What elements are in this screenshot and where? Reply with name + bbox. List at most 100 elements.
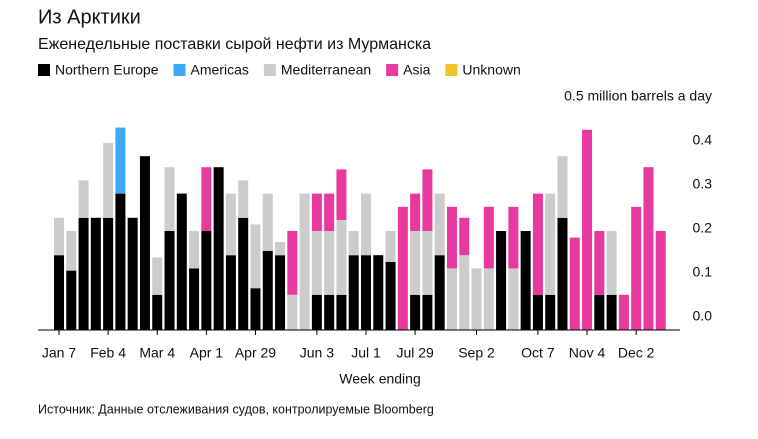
bar-segment	[459, 255, 470, 330]
bar-segment	[361, 193, 371, 256]
bar-segment	[336, 294, 347, 330]
legend-swatch	[445, 64, 458, 76]
legend-label: Unknown	[462, 62, 520, 78]
bar-segment	[373, 255, 384, 330]
bar-segment	[422, 294, 433, 330]
bar-segment	[324, 294, 335, 330]
bar-segment	[336, 220, 347, 295]
chart-subtitle: Еженедельные поставки сырой нефти из Мур…	[38, 36, 431, 53]
bar-segment	[201, 167, 212, 231]
bar-segment	[250, 224, 261, 289]
bar-segment	[532, 294, 543, 330]
bar-segment	[189, 268, 200, 330]
bar-segment	[655, 231, 666, 330]
bar-segment	[189, 231, 200, 269]
source: Источник: Данные отслеживания судов, кон…	[38, 402, 434, 416]
legend-label: Northern Europe	[55, 62, 159, 78]
x-tick-label: Apr 1	[190, 345, 224, 361]
y-tick-label: 0.1	[693, 264, 713, 280]
x-tick-label: Oct 7	[521, 345, 555, 361]
bar-segment	[618, 294, 629, 330]
bar-segment	[127, 217, 138, 330]
bar-segment	[557, 217, 568, 330]
bar-segment	[594, 231, 605, 295]
bar-segment	[311, 193, 322, 231]
legend-swatch	[173, 64, 186, 76]
bar-segment	[434, 193, 445, 256]
bar-segment	[483, 268, 494, 330]
x-axis-label: Week ending	[339, 371, 420, 387]
bar-segment	[508, 206, 519, 269]
bar-segment	[164, 231, 175, 330]
legend-swatch	[386, 64, 399, 76]
bar-segment	[569, 237, 580, 330]
y-tick-label: 0.4	[693, 132, 713, 148]
x-tick-label: Mar 4	[139, 345, 175, 361]
bar-segment	[348, 255, 359, 330]
bar-segment	[78, 217, 89, 330]
bar-segment	[54, 255, 64, 330]
bar-segment	[176, 193, 187, 330]
bar-segment	[201, 231, 212, 330]
bar-segment	[324, 231, 335, 295]
x-tick-label: Apr 29	[235, 345, 276, 361]
bar-segment	[152, 294, 163, 330]
bar-segment	[225, 193, 236, 256]
bar-segment	[299, 193, 310, 330]
bar-segment	[422, 231, 433, 295]
x-tick-label: Jul 29	[396, 345, 434, 361]
bar-segment	[582, 129, 593, 330]
bar-segment	[238, 180, 249, 218]
bar-segment	[483, 206, 494, 269]
bar-segment	[422, 169, 433, 231]
bar-segment	[238, 217, 249, 330]
bar-segment	[410, 294, 421, 330]
bar-segment	[631, 206, 642, 330]
bar-segment	[164, 167, 175, 231]
bar-segment	[643, 167, 654, 330]
bar-segment	[115, 127, 126, 194]
bar-segment	[410, 231, 421, 295]
legend-label: Mediterranean	[281, 62, 371, 78]
bar-segment	[557, 156, 568, 218]
y-tick-label: 0.5 million barrels a day	[564, 88, 712, 104]
bar-segment	[311, 294, 322, 330]
x-tick-label: Sep 2	[458, 345, 495, 361]
bar-segment	[324, 193, 335, 231]
x-tick-label: Jul 1	[351, 345, 381, 361]
bar-segment	[496, 231, 507, 330]
legend-swatch	[263, 64, 276, 76]
bar-segment	[545, 294, 556, 330]
bar-segment	[213, 167, 224, 330]
bar-segment	[520, 231, 531, 330]
x-tick-label: Jan 7	[42, 345, 76, 361]
bar-segment	[336, 169, 347, 220]
x-tick-label: Nov 4	[569, 345, 606, 361]
bar-segment	[459, 217, 470, 256]
bar-segment	[287, 294, 298, 330]
bar-segment	[275, 255, 286, 330]
bar-segment	[54, 217, 64, 256]
bar-segment	[410, 193, 421, 231]
bar-segment	[139, 156, 150, 330]
bar-segment	[508, 268, 519, 330]
bar-segment	[115, 193, 126, 330]
bar-segment	[152, 257, 163, 295]
y-tick-label: 0.3	[693, 176, 713, 192]
bar-segment	[348, 231, 359, 256]
x-tick-label: Dec 2	[618, 345, 655, 361]
bar-segment	[262, 193, 273, 251]
bar-segment	[275, 242, 286, 256]
bar-segment	[385, 231, 396, 262]
bar-segment	[78, 180, 89, 218]
bar-segment	[606, 231, 617, 295]
bar-segment	[225, 255, 236, 330]
bar-segment	[66, 231, 77, 271]
bar-segment	[446, 268, 457, 330]
bar-segment	[606, 294, 617, 330]
bar-segment	[397, 206, 408, 330]
bar-segment	[103, 217, 114, 330]
y-tick-label: 0.2	[693, 220, 713, 236]
legend-label: Asia	[403, 62, 430, 78]
bar-segment	[594, 294, 605, 330]
